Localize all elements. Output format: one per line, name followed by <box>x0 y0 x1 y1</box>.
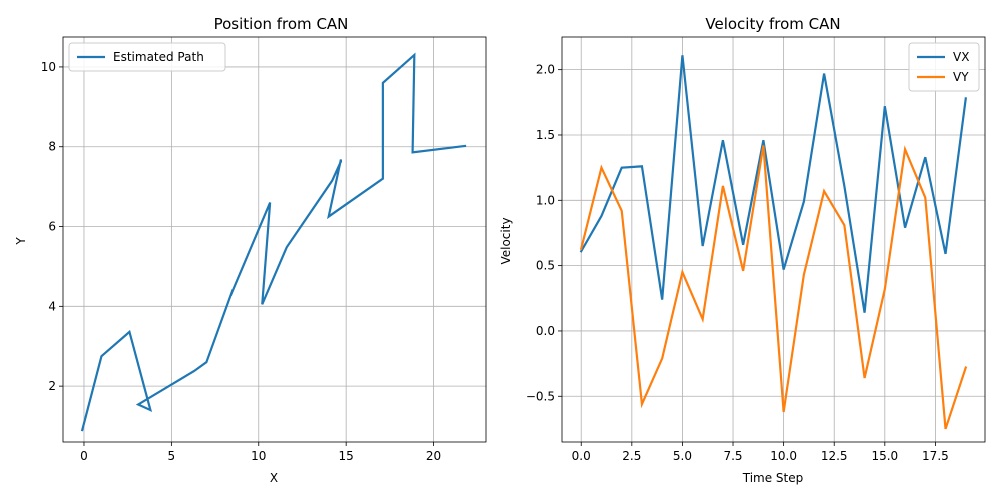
position-series-line-estimated-path <box>80 52 467 432</box>
position-legend-label: Estimated Path <box>113 50 204 64</box>
position-y-tick-label: 2 <box>48 379 56 393</box>
position-plot-frame <box>62 36 487 443</box>
velocity-x-tick-label: 17.5 <box>922 449 949 463</box>
velocity-series-line-vy <box>579 145 968 430</box>
velocity-legend: VX VY <box>908 42 980 92</box>
velocity-legend-label: VY <box>953 70 969 84</box>
velocity-plot-frame <box>561 36 986 443</box>
velocity-y-axis-label: Velocity <box>499 217 513 264</box>
position-x-tick-label: 5 <box>168 449 176 463</box>
velocity-x-tick-label: 12.5 <box>821 449 848 463</box>
velocity-y-tick-label: 0.5 <box>536 259 555 273</box>
position-legend-box <box>68 42 226 72</box>
velocity-x-tick-label: 15.0 <box>871 449 898 463</box>
velocity-y-tick-label: 2.0 <box>536 63 555 77</box>
velocity-series-line-vx <box>579 55 968 313</box>
velocity-legend-box <box>908 42 980 92</box>
velocity-x-tick-label: 7.5 <box>723 449 742 463</box>
velocity-x-tick-label: 0.0 <box>572 449 591 463</box>
velocity-y-tick-label: 1.0 <box>536 193 555 207</box>
velocity-x-tick-label: 2.5 <box>622 449 641 463</box>
position-x-tick-label: 20 <box>426 449 441 463</box>
velocity-chart: Velocity from CAN Time Step Velocity 0.0… <box>499 15 986 485</box>
position-x-axis-label: X <box>270 471 278 485</box>
position-chart-title: Position from CAN <box>214 15 349 33</box>
position-legend: Estimated Path <box>68 42 226 72</box>
velocity-y-tick-label: 0.0 <box>536 324 555 338</box>
position-chart: Position from CAN X Y 0 5 10 15 20 2 4 6 8 10 Esti… <box>14 15 487 485</box>
position-x-tick-label: 10 <box>251 449 266 463</box>
position-y-tick-label: 6 <box>48 220 56 234</box>
velocity-x-axis-label: Time Step <box>742 471 804 485</box>
velocity-legend-label: VX <box>953 50 969 64</box>
position-x-tick-label: 0 <box>80 449 88 463</box>
velocity-y-tick-label: 1.5 <box>536 128 555 142</box>
velocity-chart-title: Velocity from CAN <box>705 15 840 33</box>
velocity-x-tick-label: 10.0 <box>770 449 797 463</box>
velocity-x-tick-label: 5.0 <box>673 449 692 463</box>
position-y-tick-label: 4 <box>48 299 56 313</box>
position-y-tick-label: 8 <box>48 140 56 154</box>
position-y-axis-label: Y <box>14 237 28 246</box>
position-x-tick-label: 15 <box>339 449 354 463</box>
velocity-y-tick-label: −0.5 <box>526 389 555 403</box>
position-y-tick-label: 10 <box>41 60 56 74</box>
